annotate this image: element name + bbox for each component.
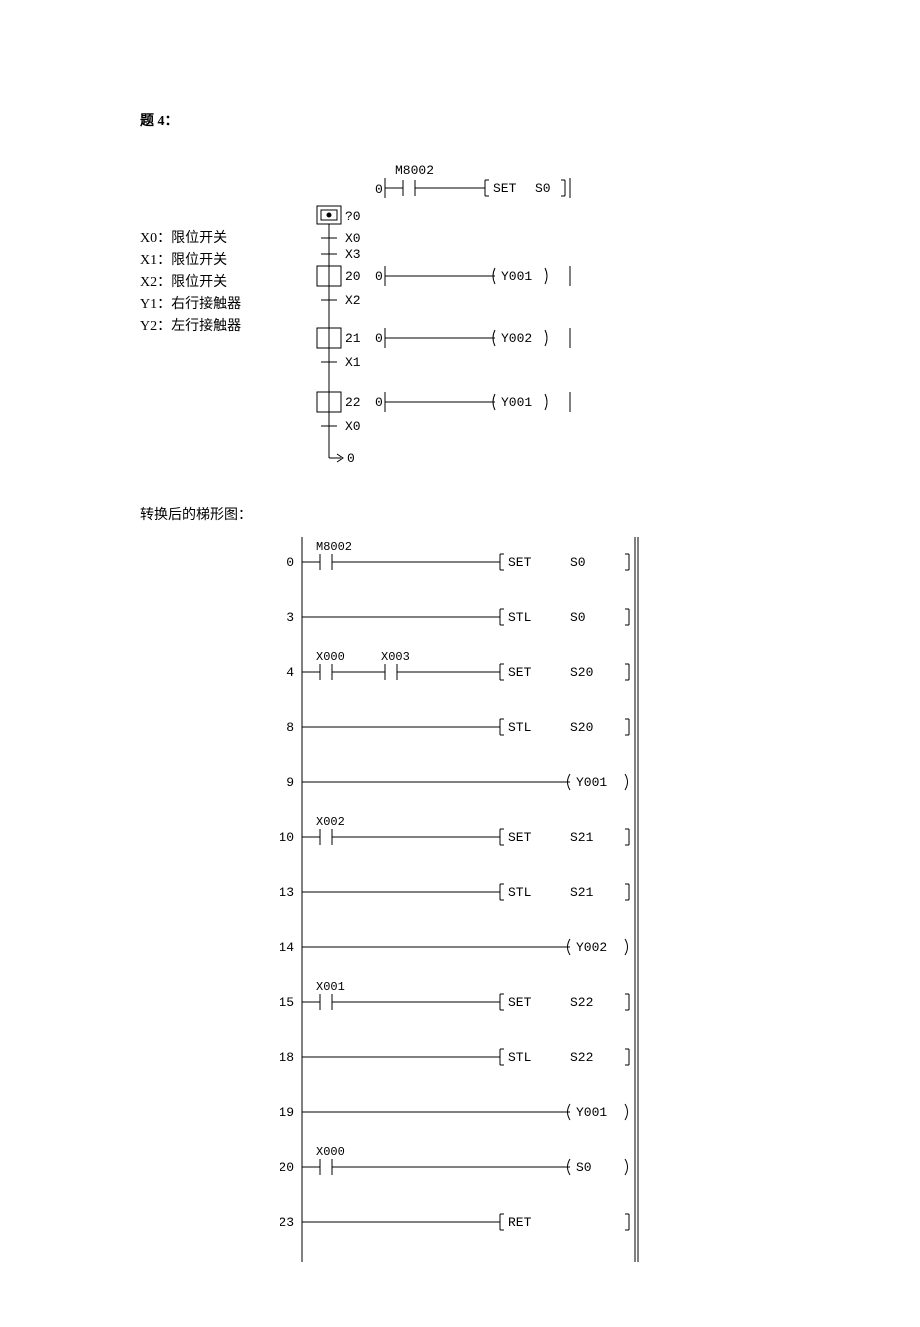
svg-text:19: 19 bbox=[280, 1105, 294, 1120]
svg-text:S0: S0 bbox=[570, 555, 586, 570]
svg-text:4: 4 bbox=[286, 665, 294, 680]
svg-text:20: 20 bbox=[280, 1160, 294, 1175]
svg-text:S0: S0 bbox=[535, 181, 551, 196]
svg-text:3: 3 bbox=[286, 610, 294, 625]
svg-text:Y002: Y002 bbox=[501, 331, 532, 346]
ladder-title: 转换后的梯形图： bbox=[140, 504, 780, 524]
svg-text:0: 0 bbox=[375, 269, 383, 284]
svg-text:Y002: Y002 bbox=[576, 940, 607, 955]
svg-text:X001: X001 bbox=[316, 980, 345, 994]
svg-text:STL: STL bbox=[508, 885, 531, 900]
svg-text:X2: X2 bbox=[345, 293, 361, 308]
legend-item: X0：限位开关 bbox=[140, 228, 315, 250]
svg-text:0: 0 bbox=[375, 331, 383, 346]
svg-text:STL: STL bbox=[508, 720, 531, 735]
svg-text:Y001: Y001 bbox=[576, 775, 607, 790]
svg-text:M8002: M8002 bbox=[395, 163, 434, 178]
svg-text:15: 15 bbox=[280, 995, 294, 1010]
svg-text:?0: ?0 bbox=[345, 209, 361, 224]
legend-item: Y1：右行接触器 bbox=[140, 294, 315, 316]
svg-text:S22: S22 bbox=[570, 1050, 593, 1065]
sfc-diagram: 0 M8002 SET S0 ? bbox=[315, 158, 735, 498]
svg-text:RET: RET bbox=[508, 1215, 532, 1230]
svg-text:13: 13 bbox=[280, 885, 294, 900]
svg-text:X0: X0 bbox=[345, 419, 361, 434]
svg-text:10: 10 bbox=[280, 830, 294, 845]
svg-text:SET: SET bbox=[508, 555, 532, 570]
svg-text:S20: S20 bbox=[570, 665, 593, 680]
svg-text:X1: X1 bbox=[345, 355, 361, 370]
svg-text:X003: X003 bbox=[381, 650, 410, 664]
svg-text:STL: STL bbox=[508, 610, 531, 625]
svg-text:X0: X0 bbox=[345, 231, 361, 246]
svg-text:14: 14 bbox=[280, 940, 294, 955]
ladder-svg: 0 M8002 SET S0 3 STL S0 4 X000 X003 SET S20 8 STL S20 9… bbox=[280, 532, 650, 1267]
svg-text:22: 22 bbox=[345, 395, 361, 410]
svg-text:0: 0 bbox=[286, 555, 294, 570]
svg-text:0: 0 bbox=[375, 395, 383, 410]
svg-text:23: 23 bbox=[280, 1215, 294, 1230]
svg-text:S21: S21 bbox=[570, 830, 594, 845]
svg-text:20: 20 bbox=[345, 269, 361, 284]
legend-item: X2：限位开关 bbox=[140, 272, 315, 294]
svg-text:S20: S20 bbox=[570, 720, 593, 735]
sfc-svg: 0 M8002 SET S0 ? bbox=[315, 158, 755, 498]
svg-text:STL: STL bbox=[508, 1050, 531, 1065]
svg-text:S21: S21 bbox=[570, 885, 594, 900]
ladder-diagram: 0 M8002 SET S0 3 STL S0 4 X000 X003 SET S20 8 STL S20 9… bbox=[280, 532, 780, 1267]
svg-text:SET: SET bbox=[508, 665, 532, 680]
svg-text:M8002: M8002 bbox=[316, 540, 352, 554]
page-title: 题 4： bbox=[140, 110, 780, 130]
legend-item: X1：限位开关 bbox=[140, 250, 315, 272]
svg-text:0: 0 bbox=[347, 451, 355, 466]
legend-item: Y2：左行接触器 bbox=[140, 316, 315, 338]
svg-text:X000: X000 bbox=[316, 650, 345, 664]
svg-text:SET: SET bbox=[508, 995, 532, 1010]
svg-text:8: 8 bbox=[286, 720, 294, 735]
svg-text:Y001: Y001 bbox=[576, 1105, 607, 1120]
svg-text:SET: SET bbox=[508, 830, 532, 845]
svg-text:X002: X002 bbox=[316, 815, 345, 829]
svg-text:21: 21 bbox=[345, 331, 361, 346]
svg-text:X000: X000 bbox=[316, 1145, 345, 1159]
io-legend: X0：限位开关 X1：限位开关 X2：限位开关 Y1：右行接触器 Y2：左行接触… bbox=[140, 158, 315, 498]
svg-text:Y001: Y001 bbox=[501, 395, 532, 410]
svg-text:S0: S0 bbox=[576, 1160, 592, 1175]
svg-text:9: 9 bbox=[286, 775, 294, 790]
svg-text:S0: S0 bbox=[570, 610, 586, 625]
svg-text:0: 0 bbox=[375, 182, 383, 197]
svg-text:S22: S22 bbox=[570, 995, 593, 1010]
svg-text:SET: SET bbox=[493, 181, 517, 196]
svg-text:X3: X3 bbox=[345, 247, 361, 262]
svg-text:Y001: Y001 bbox=[501, 269, 532, 284]
svg-text:18: 18 bbox=[280, 1050, 294, 1065]
